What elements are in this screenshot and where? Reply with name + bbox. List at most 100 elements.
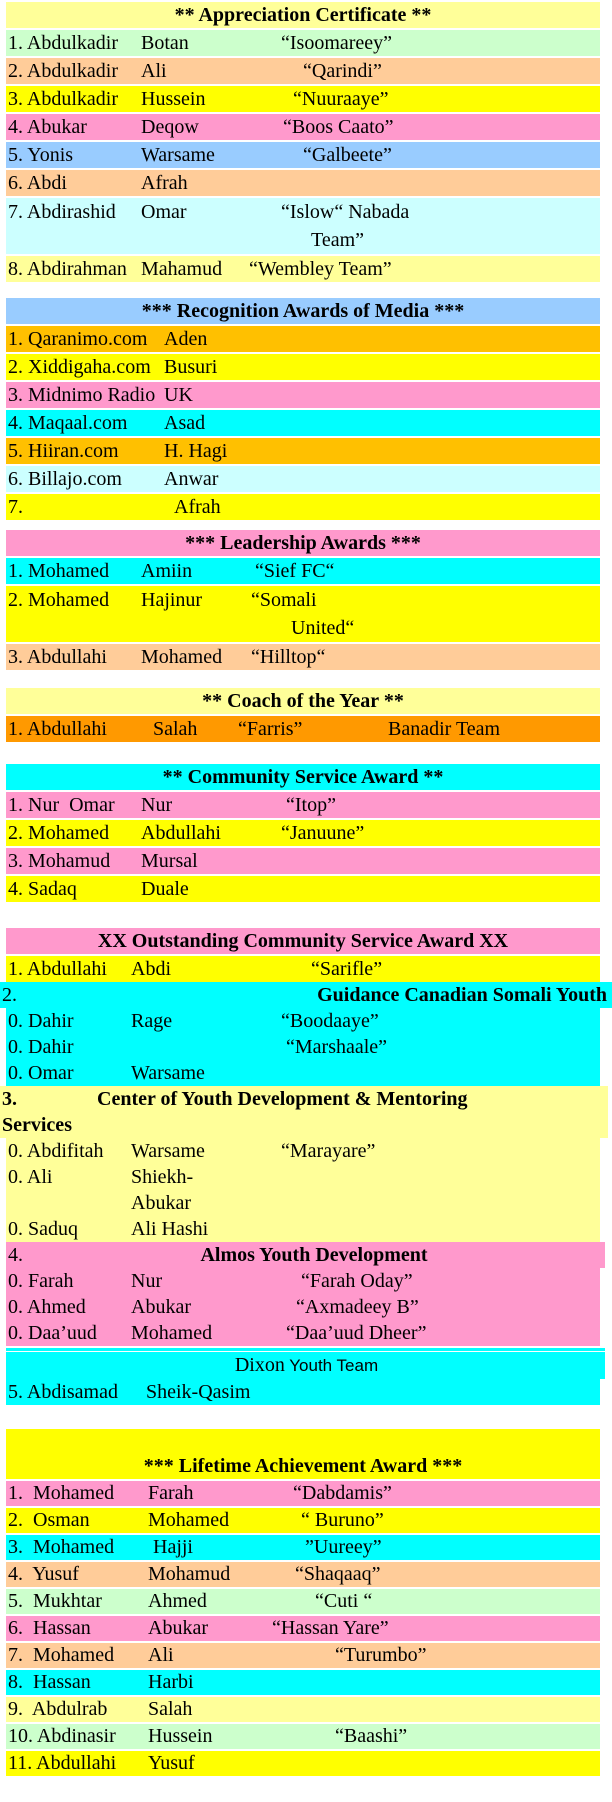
entry-number-and-name: 0. Farah: [8, 1270, 74, 1292]
entry-number-and-name: 2. Xiddigaha.com: [8, 356, 151, 378]
table-row: 0. Dahir “Marshaale”: [6, 1034, 600, 1060]
entry-surname: Busuri: [164, 356, 218, 378]
entry-surname: Nur: [131, 1270, 163, 1292]
entry-nickname: “Dabdamis”: [293, 1482, 392, 1504]
entry-nickname: “Marshaale”: [286, 1036, 388, 1058]
entry-nickname: “Itop”: [286, 794, 336, 816]
section-recognition-awards-of-media: *** Recognition Awards of Media *** 1. Qa…: [6, 298, 612, 520]
table-row: 0. Abdifitah Warsame “Marayare”: [6, 1138, 600, 1164]
entry-number-and-name: 0. Dahir: [8, 1036, 74, 1058]
entry-number-and-name: 1. Abdullahi: [8, 958, 107, 980]
entry-number-and-name: 1. Mohamed: [8, 560, 110, 582]
table-row: 5. Mukhtar Ahmed “Cuti “: [6, 1589, 600, 1614]
entry-number-and-name: 0. Saduq: [8, 1218, 78, 1240]
entry-nickname: ”Uureey”: [305, 1536, 382, 1558]
section-title: *** Recognition Awards of Media ***: [6, 298, 600, 324]
entry-number-and-name: 8. Hassan: [8, 1671, 91, 1693]
table-row: 2. Xiddigaha.com Busuri: [6, 354, 600, 380]
table-row: 4. Yusuf Mohamud “Shaqaaq”: [6, 1562, 600, 1587]
section-community-service-award: ** Community Service Award ** 1. Nur Omar…: [6, 764, 612, 902]
entry-nickname: “Qarindi”: [303, 60, 382, 82]
table-row: 8. Abdirahman Mahamud “Wembley Team”: [6, 256, 600, 282]
entry-surname: Abdullahi: [141, 822, 221, 844]
team-row: Dixon Youth Team: [6, 1352, 605, 1379]
entry-surname: Hussein: [148, 1725, 213, 1747]
table-row: 0. Saduq Ali Hashi: [6, 1216, 600, 1242]
table-row: 5. Yonis Warsame “Galbeete”: [6, 142, 600, 168]
section-title: ** Coach of the Year **: [6, 688, 600, 714]
entry-nickname: “Axmadeey B”: [296, 1296, 419, 1318]
entry-surname: Ali Hashi: [131, 1218, 209, 1240]
entry-number-and-name: 3. Abdulkadir: [8, 88, 118, 110]
table-row: 7. Afrah: [6, 494, 600, 520]
entry-number-and-name: 1. Abdullahi: [8, 718, 107, 740]
entry-nickname: “Cuti “: [315, 1590, 373, 1612]
entry-surname: Omar: [141, 201, 187, 223]
table-row: 1. Nur Omar Nur “Itop”: [6, 792, 600, 818]
entry-number-and-name: 5. Mukhtar: [8, 1590, 102, 1612]
entry-surname: Mohamud: [148, 1563, 231, 1585]
entry-number-and-name: 5. Abdisamad: [8, 1381, 118, 1403]
table-row: 5. Hiiran.com H. Hagi: [6, 438, 600, 464]
entry-number-and-name: 5. Hiiran.com: [8, 440, 119, 462]
entry-surname: Abdi: [131, 958, 171, 980]
entry-surname: Hussein: [141, 88, 206, 110]
table-row: 1. Abdullahi Salah “Farris” Banadir Team: [6, 716, 600, 742]
entry-nickname: “Januune”: [281, 822, 365, 844]
entry-number-and-name: 3. Abdullahi: [8, 646, 107, 668]
entry-number-and-name: 1. Mohamed: [8, 1482, 115, 1504]
entry-number-and-name: 0. Daa’uud: [8, 1322, 97, 1344]
organization-name: Almos Youth Development: [200, 1244, 428, 1266]
entry-nickname: “Marayare”: [281, 1140, 376, 1162]
entry-surname: Asad: [164, 412, 206, 434]
entry-number-and-name: 4. Abukar: [8, 116, 87, 138]
entry-nickname: “Somali United“: [251, 589, 355, 639]
entry-nickname: “ Buruno”: [301, 1509, 384, 1531]
table-row: 5. Abdisamad Sheik-Qasim: [6, 1379, 600, 1405]
entry-surname: Shiekh- Abukar: [131, 1166, 194, 1214]
entry-surname: Botan: [141, 32, 189, 54]
blank-row: [6, 1429, 600, 1454]
table-row: 10. Abdinasir Hussein “Baashi”: [6, 1724, 600, 1749]
organization-row: 2. Guidance Canadian Somali Youth: [0, 982, 612, 1008]
entry-number-and-name: 5. Yonis: [8, 144, 74, 166]
table-row: 1. Abdulkadir Botan “Isoomareey”: [6, 30, 600, 56]
entry-number-and-name: 6. Billajo.com: [8, 468, 122, 490]
entry-nickname: “Islow“ Nabada Team”: [281, 201, 410, 251]
entry-nickname: “Wembley Team”: [249, 258, 392, 280]
entry-surname: Anwar: [164, 468, 219, 490]
table-row: 2. Mohamed Abdullahi “Januune”: [6, 820, 600, 846]
entry-team: Banadir Team: [388, 718, 501, 740]
entry-surname: Ali: [148, 1644, 174, 1666]
table-row: 4. Sadaq Duale: [6, 876, 600, 902]
entry-number-and-name: 8. Abdirahman: [8, 258, 127, 280]
table-row: 3. Mohamud Mursal: [6, 848, 600, 874]
table-row: 9. Abdulrab Salah: [6, 1697, 600, 1722]
entry-surname: Mahamud: [141, 258, 223, 280]
section-title: *** Leadership Awards ***: [6, 530, 600, 556]
entry-surname: Warsame: [131, 1062, 205, 1084]
entry-number-and-name: 11. Abdullahi: [8, 1752, 117, 1774]
section-title: ** Appreciation Certificate **: [6, 2, 600, 28]
entry-surname: Ali: [141, 60, 167, 82]
entry-surname: Warsame: [141, 144, 215, 166]
table-row: 8. Hassan Harbi: [6, 1670, 600, 1695]
section-title: XX Outstanding Community Service Award X…: [6, 928, 600, 954]
section-lifetime-achievement-award: *** Lifetime Achievement Award *** 1. Moh…: [6, 1429, 612, 1776]
entry-surname: Nur: [141, 794, 173, 816]
entry-surname: Hajinur: [141, 589, 203, 611]
organization-row: 3. Center of Youth Development & Mentori…: [0, 1086, 608, 1138]
table-row: 0. Daa’uud Mohamed “Daa’uud Dheer”: [6, 1320, 600, 1346]
team-name-part: Youth Team: [284, 1356, 379, 1375]
entry-number-and-name: 1. Nur Omar: [8, 794, 115, 816]
table-row: 4. Maqaal.com Asad: [6, 410, 600, 436]
entry-nickname: “Galbeete”: [303, 144, 392, 166]
entry-nickname: “Daa’uud Dheer”: [286, 1322, 427, 1344]
entry-surname: Yusuf: [148, 1752, 195, 1774]
section-coach-of-the-year: ** Coach of the Year ** 1. Abdullahi Salah…: [6, 688, 612, 742]
entry-number-and-name: 0. Ahmed: [8, 1296, 86, 1318]
table-row: 3. Abdullahi Mohamed “Hilltop“: [6, 644, 600, 670]
table-row: 1. Mohamed Amiin “Sief FC“: [6, 558, 600, 584]
table-row: 3. Mohamed Hajji ”Uureey”: [6, 1535, 600, 1560]
